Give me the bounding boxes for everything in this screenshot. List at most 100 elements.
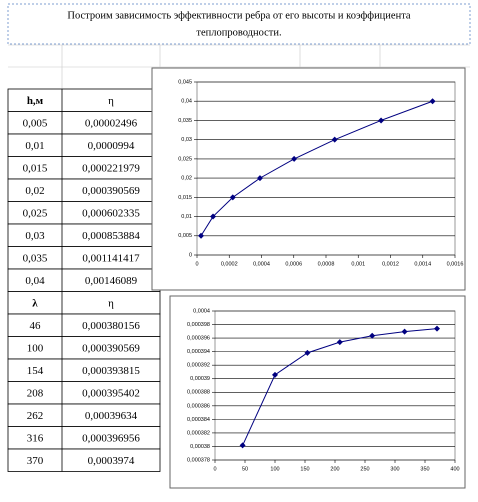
charts: 0 0,005 0,01 0,015 0,02 0,025 0,03 0,035 0,04 0,0… bbox=[151, 67, 466, 489]
x-tick-label: 250 bbox=[360, 466, 369, 472]
y-tick-label: 0,03 bbox=[181, 137, 192, 143]
table-cell: 0,0000994 bbox=[88, 140, 135, 152]
table-header: λ bbox=[32, 297, 38, 309]
data-point bbox=[401, 328, 408, 335]
data-point bbox=[429, 98, 436, 105]
table-cell: 0,00039634 bbox=[85, 410, 138, 422]
data-point bbox=[198, 232, 205, 239]
x-tick-label: 0,0006 bbox=[285, 261, 302, 267]
x-tick-label: 0,0014 bbox=[414, 261, 431, 267]
table-cell: 0,000380156 bbox=[82, 320, 140, 332]
table-cell: 0,04 bbox=[25, 275, 45, 287]
y-tick-label: 0,000396 bbox=[187, 336, 210, 342]
x-tick-label: 100 bbox=[270, 466, 279, 472]
y-tick-label: 0,035 bbox=[178, 118, 192, 124]
table-cell: 0,00002496 bbox=[85, 117, 138, 129]
y-tick-label: 0 bbox=[189, 252, 192, 258]
table-cell: 0,000602335 bbox=[82, 207, 140, 219]
table-cell: 0,000853884 bbox=[82, 230, 140, 242]
sheet-grid bbox=[8, 44, 470, 89]
tables: h,м η 0,005 0,00002496 0,01 0,0000994 0,015 0,0… bbox=[7, 88, 161, 472]
table-cell: 0,000390569 bbox=[82, 185, 140, 197]
table-cell: 262 bbox=[27, 410, 44, 422]
data-point bbox=[336, 339, 343, 346]
x-tick-label: 0 bbox=[213, 466, 216, 472]
y-tick-label: 0,000388 bbox=[187, 390, 210, 396]
table-cell: 0,035 bbox=[23, 252, 48, 264]
table-cell: 154 bbox=[27, 365, 44, 377]
y-tick-label: 0,000394 bbox=[187, 349, 210, 355]
table-header: η bbox=[108, 297, 114, 309]
title-box bbox=[7, 3, 471, 45]
table-cell: 0,000221979 bbox=[82, 162, 140, 174]
x-tick-label: 0 bbox=[195, 261, 198, 267]
y-tick-label: 0,000382 bbox=[187, 430, 210, 436]
data-point bbox=[256, 175, 263, 182]
data-point bbox=[210, 213, 217, 220]
data-point bbox=[229, 194, 236, 201]
y-tick-label: 0,000384 bbox=[187, 417, 210, 423]
x-tick-label: 200 bbox=[330, 466, 339, 472]
table-cell: 370 bbox=[27, 455, 44, 467]
table-cell: 0,015 bbox=[23, 162, 48, 174]
table-cell: 0,025 bbox=[23, 207, 48, 219]
data-point bbox=[304, 349, 311, 356]
x-tick-label: 0,0016 bbox=[447, 261, 464, 267]
series-line bbox=[200, 100, 433, 237]
data-point bbox=[434, 325, 440, 332]
y-tick-label: 0,000398 bbox=[187, 322, 210, 328]
table-cell: 0,01 bbox=[25, 140, 44, 152]
y-tick-label: 0,00038 bbox=[190, 444, 210, 450]
y-tick-label: 0,0004 bbox=[193, 308, 210, 314]
data-point bbox=[291, 155, 298, 162]
x-tick-label: 0,0012 bbox=[382, 261, 399, 267]
table-cell: 0,00146089 bbox=[85, 275, 138, 287]
data-point bbox=[239, 442, 246, 449]
y-tick-label: 0,045 bbox=[178, 79, 192, 85]
y-tick-label: 0,04 bbox=[181, 99, 192, 105]
x-tick-label: 0,0008 bbox=[318, 261, 335, 267]
plot-area bbox=[214, 310, 456, 461]
data-point bbox=[369, 332, 376, 339]
table-cell: 0,0003974 bbox=[88, 455, 135, 467]
y-tick-label: 0,000392 bbox=[187, 363, 210, 369]
y-tick-label: 0,000386 bbox=[187, 403, 210, 409]
title-line: теплопроводности. bbox=[196, 27, 281, 38]
y-tick-label: 0,005 bbox=[178, 233, 192, 239]
y-tick-label: 0,00039 bbox=[190, 376, 210, 382]
y-tick-label: 0,02 bbox=[181, 176, 192, 182]
plot-area bbox=[196, 81, 456, 256]
x-tick-label: 400 bbox=[450, 466, 459, 472]
table-cell: 0,000396956 bbox=[82, 432, 140, 444]
y-tick-label: 0,000378 bbox=[187, 457, 210, 463]
table-cell: 0,000395402 bbox=[82, 387, 140, 399]
y-tick-label: 0,01 bbox=[181, 214, 192, 220]
table-cell: 0,005 bbox=[23, 117, 48, 129]
table-cell: 100 bbox=[27, 342, 44, 354]
x-tick-label: 0,0002 bbox=[221, 261, 238, 267]
table-cell: 46 bbox=[30, 320, 42, 332]
table-cell: 0,000390569 bbox=[82, 342, 140, 354]
table-cell: 208 bbox=[27, 387, 44, 399]
x-tick-label: 0,0004 bbox=[253, 261, 270, 267]
table-cell: 0,02 bbox=[25, 185, 44, 197]
x-tick-label: 350 bbox=[420, 466, 429, 472]
title-line: Построим зависимость эффективности ребра… bbox=[67, 10, 411, 21]
table-header: η bbox=[108, 95, 114, 107]
x-tick-label: 0,001 bbox=[351, 261, 365, 267]
y-tick-label: 0,025 bbox=[178, 156, 192, 162]
table-cell: 316 bbox=[27, 432, 44, 444]
table-row bbox=[7, 448, 161, 472]
table-cell: 0,000393815 bbox=[82, 365, 140, 377]
table-row bbox=[7, 291, 161, 315]
table-cell: 0,001141417 bbox=[82, 252, 140, 264]
data-point bbox=[378, 117, 385, 124]
data-point bbox=[272, 371, 278, 378]
table-cell: 0,03 bbox=[25, 230, 45, 242]
x-tick-label: 150 bbox=[300, 466, 309, 472]
table-header: h,м bbox=[27, 95, 44, 107]
data-point bbox=[331, 136, 338, 143]
y-tick-label: 0,015 bbox=[178, 195, 192, 201]
